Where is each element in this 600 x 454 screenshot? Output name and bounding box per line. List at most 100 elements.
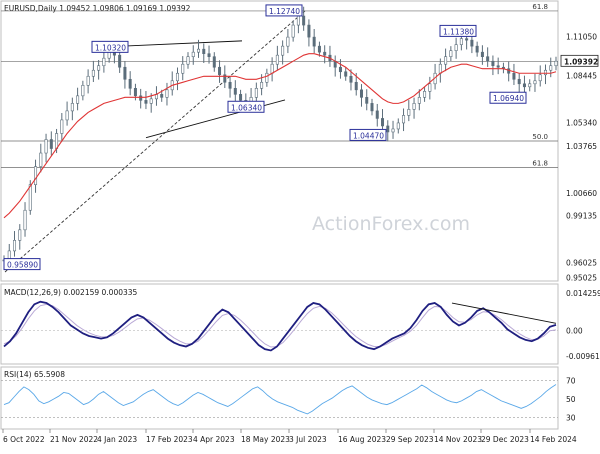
candle-body [475, 45, 479, 53]
candle-body [60, 119, 64, 134]
rsi-header: RSI(14) 65.5908 [4, 370, 65, 379]
candle-body [133, 88, 137, 97]
candle-body [44, 139, 48, 154]
price-ytick-label: 0.99135 [566, 212, 597, 221]
callout-label: 1.12740 [269, 7, 300, 16]
candle-body [254, 88, 258, 98]
candle-body [370, 103, 374, 112]
candle-body [354, 81, 358, 91]
candle-body [123, 66, 127, 80]
rsi-panel-frame [0, 366, 559, 430]
candle-body [491, 60, 495, 67]
candle-body [549, 65, 553, 71]
callout-box [265, 4, 303, 17]
fib-label: 61.8 [532, 3, 548, 11]
candle-body [359, 89, 363, 98]
candle-body [412, 103, 416, 110]
candle-body [39, 152, 43, 167]
fib-label: 61.8 [532, 160, 548, 168]
callout-label: 1.04470 [353, 131, 384, 140]
x-tick-label: 16 Aug 2023 [338, 435, 386, 444]
candle-body [223, 74, 227, 83]
macd-divergence-line [451, 302, 557, 324]
candle-body [175, 72, 179, 82]
candle-body [49, 139, 53, 149]
candle-body [181, 63, 185, 74]
candle-body [34, 166, 38, 185]
candle-body [470, 39, 474, 47]
last-price-box [560, 54, 599, 67]
macd-signal-line [3, 303, 557, 348]
candle-body [480, 51, 484, 57]
callout-box [349, 128, 387, 141]
x-tick-label: 6 Oct 2022 [3, 435, 45, 444]
candle-body [291, 24, 295, 38]
candle-body [522, 83, 526, 88]
candle-body [81, 84, 85, 97]
candle-body [118, 54, 122, 68]
fib-label: 50.0 [532, 133, 548, 141]
callout-label: 1.06940 [493, 94, 524, 103]
candle-body [402, 115, 406, 124]
candle-body [381, 118, 385, 127]
x-tick-label: 21 Nov 2022 [50, 435, 98, 444]
candle-body [86, 75, 90, 86]
candle-body [323, 51, 327, 56]
rsi-panel: RSI(14) 65.5908 70 50 30 [0, 366, 576, 430]
x-tick-label: 17 Feb 2023 [146, 435, 193, 444]
candle-body [218, 66, 222, 76]
candle-body [91, 69, 95, 77]
candle-body [286, 36, 290, 47]
x-tick-label: 18 May 2023 [241, 435, 290, 444]
callout-box [439, 24, 477, 37]
candle-body [449, 50, 453, 57]
candle-body [239, 94, 243, 101]
candle-body [228, 81, 232, 89]
candle-body [459, 38, 463, 45]
price-ytick-label: 0.96025 [566, 259, 597, 268]
watermark-text: ActionForex.com [312, 213, 470, 235]
candle-body [18, 229, 22, 241]
x-tick-label: 4 Jan 2023 [97, 435, 137, 444]
candle-body [281, 45, 285, 56]
price-ytick-label: 1.08445 [566, 72, 597, 81]
candle-body [160, 94, 164, 98]
macd-panel: MACD(12,26,9) 0.002159 0.000335 0.014259… [0, 283, 600, 365]
candle-body [260, 81, 264, 89]
candle-body [344, 71, 348, 77]
dashed-trend-line [4, 10, 306, 273]
x-tick-label: 14 Feb 2024 [530, 435, 577, 444]
candle-body [554, 60, 558, 67]
candle-body [212, 56, 216, 68]
candle-body [391, 128, 395, 133]
candle-body [149, 98, 153, 104]
candle-body [191, 51, 195, 57]
price-callout: 1.10320 [91, 40, 129, 53]
candle-body [307, 24, 311, 38]
candle-body [454, 44, 458, 51]
callout-label: 1.11380 [443, 27, 474, 36]
candle-body [165, 89, 169, 98]
candle-body [465, 38, 469, 41]
callout-box [3, 258, 41, 271]
candle-body [312, 36, 316, 47]
candle-body [386, 125, 390, 133]
candle-body [428, 83, 432, 92]
macd-ytick-label: 0.00 [566, 327, 583, 336]
candle-body [375, 110, 379, 119]
callout-box [227, 100, 265, 113]
macd-line [3, 300, 557, 352]
candle-body [23, 209, 27, 231]
callout-label: 1.06340 [231, 103, 262, 112]
candle-body [396, 122, 400, 130]
candle-body [202, 48, 206, 54]
price-ytick-label: 1.05340 [566, 118, 597, 127]
candle-body [423, 91, 427, 98]
candle-body [538, 74, 542, 82]
candle-body [197, 48, 201, 53]
candle-body [65, 110, 69, 121]
x-tick-label: 14 Nov 2023 [434, 435, 482, 444]
candle-body [102, 57, 106, 67]
candle-body [70, 103, 74, 112]
price-panel: EURUSD,Daily 1.09452 1.09806 1.09169 1.0… [0, 0, 599, 283]
